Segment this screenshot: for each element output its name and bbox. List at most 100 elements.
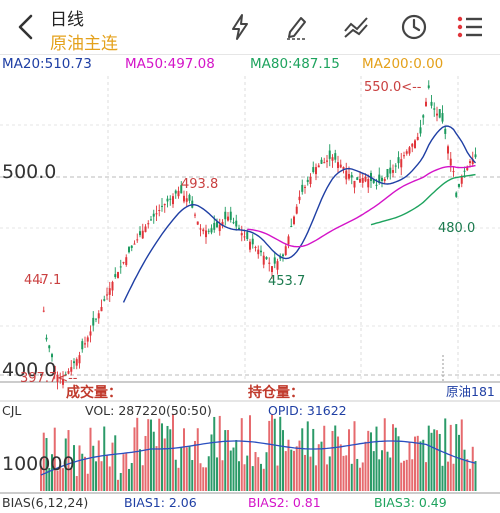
candle-body bbox=[53, 366, 56, 372]
volume-bar bbox=[240, 418, 243, 491]
candle-body bbox=[353, 180, 356, 188]
kline-chart[interactable]: 500.0 400.0 550.0<-- 397.7<-- 447.1 493.… bbox=[0, 74, 500, 513]
volume-bar bbox=[95, 461, 97, 491]
volume-bar bbox=[158, 418, 161, 491]
candle-body bbox=[147, 223, 150, 225]
volume-bar bbox=[75, 476, 78, 491]
candle-body bbox=[180, 185, 183, 194]
ma50-line bbox=[247, 164, 476, 248]
period-label[interactable]: 日线 bbox=[50, 10, 84, 30]
volume-bar bbox=[161, 423, 163, 491]
volume-bar bbox=[422, 439, 425, 491]
volume-bar bbox=[218, 415, 221, 491]
candle-body bbox=[67, 371, 70, 374]
volume-bar bbox=[392, 424, 394, 491]
candle-body bbox=[246, 232, 249, 240]
volume-bar bbox=[284, 451, 287, 491]
pencil-icon bbox=[287, 17, 307, 40]
candle-body bbox=[348, 174, 350, 179]
volume-bar bbox=[150, 419, 152, 491]
candle-body bbox=[183, 195, 185, 202]
volume-bar bbox=[136, 417, 139, 491]
contract-label: 原油181 bbox=[446, 384, 495, 399]
ma80-line bbox=[370, 173, 476, 226]
candle-body bbox=[73, 361, 75, 364]
candle-body bbox=[474, 154, 477, 158]
candle-body bbox=[411, 143, 414, 147]
candle-body bbox=[177, 190, 180, 197]
volume-bar bbox=[408, 442, 411, 491]
candle-body bbox=[403, 155, 405, 157]
volume-bar bbox=[323, 425, 326, 491]
volume-bar bbox=[40, 467, 42, 491]
candle-body bbox=[161, 205, 163, 207]
indicator-button[interactable] bbox=[336, 8, 376, 46]
candle-body bbox=[64, 374, 67, 376]
history-button[interactable] bbox=[394, 8, 434, 46]
volume-bar bbox=[378, 459, 381, 491]
volume-bar bbox=[345, 455, 348, 491]
candle-body bbox=[185, 198, 188, 202]
candle-body bbox=[334, 153, 337, 160]
volume-bar bbox=[381, 450, 383, 491]
volume-bar bbox=[425, 462, 427, 491]
volume-bar bbox=[78, 445, 81, 491]
candle-body bbox=[386, 168, 389, 177]
candle-body bbox=[106, 294, 108, 296]
volume-bar bbox=[92, 445, 95, 491]
candle-body bbox=[251, 238, 254, 245]
candle-body bbox=[436, 113, 438, 116]
volume-bar bbox=[56, 470, 59, 491]
candle-body bbox=[471, 159, 474, 165]
volume-bar bbox=[53, 427, 56, 491]
volume-bar bbox=[84, 456, 86, 491]
volume-bar bbox=[279, 416, 282, 491]
candle-body bbox=[301, 184, 304, 192]
volume-bar bbox=[62, 468, 64, 491]
volume-bar bbox=[361, 462, 364, 491]
candle-body bbox=[155, 213, 158, 215]
instrument-name[interactable]: 原油主连 bbox=[50, 34, 118, 54]
candle-body bbox=[114, 274, 117, 277]
volume-bar bbox=[185, 447, 188, 491]
volume-bar bbox=[172, 414, 174, 491]
volume-bar bbox=[356, 458, 359, 491]
candle-body bbox=[136, 239, 139, 241]
volume-bar bbox=[416, 435, 419, 491]
volume-bar bbox=[210, 434, 213, 491]
low-annotation: 397.7<-- bbox=[20, 371, 78, 386]
volume-bar bbox=[301, 428, 304, 491]
volume-bar bbox=[271, 414, 273, 491]
candle-body bbox=[279, 256, 282, 259]
cjl-label: CJL bbox=[2, 403, 21, 418]
candle-body bbox=[144, 226, 147, 233]
candle-body bbox=[174, 190, 177, 194]
candle-body bbox=[81, 341, 84, 350]
volume-bar bbox=[59, 465, 62, 491]
volume-bar bbox=[199, 463, 202, 491]
volume-bar bbox=[411, 459, 414, 491]
candle-body bbox=[48, 345, 51, 349]
candle-body bbox=[75, 359, 78, 366]
volume-bar bbox=[452, 463, 455, 491]
candle-body bbox=[392, 170, 394, 173]
volume-bar bbox=[298, 440, 301, 491]
candle-body bbox=[70, 367, 73, 372]
lightning-button[interactable] bbox=[220, 8, 260, 46]
ma-legend: MA20:510.73 MA50:497.08 MA80:487.15 MA20… bbox=[0, 55, 500, 73]
candle-body bbox=[383, 178, 386, 181]
back-button[interactable] bbox=[8, 6, 42, 48]
ma50-value: MA50:497.08 bbox=[125, 56, 215, 72]
candle-body bbox=[381, 177, 383, 181]
top-bar: 日线 原油主连 bbox=[0, 0, 500, 55]
volume-bar bbox=[287, 439, 290, 491]
volume-bar bbox=[447, 461, 449, 491]
candle-body bbox=[441, 113, 444, 122]
draw-button[interactable] bbox=[277, 8, 317, 46]
candle-body bbox=[163, 204, 166, 206]
volume-bar bbox=[114, 435, 117, 491]
volume-axis-label: 100000 bbox=[2, 453, 75, 475]
candle-body bbox=[254, 246, 257, 248]
menu-button[interactable] bbox=[450, 8, 490, 46]
candle-body bbox=[320, 159, 323, 164]
